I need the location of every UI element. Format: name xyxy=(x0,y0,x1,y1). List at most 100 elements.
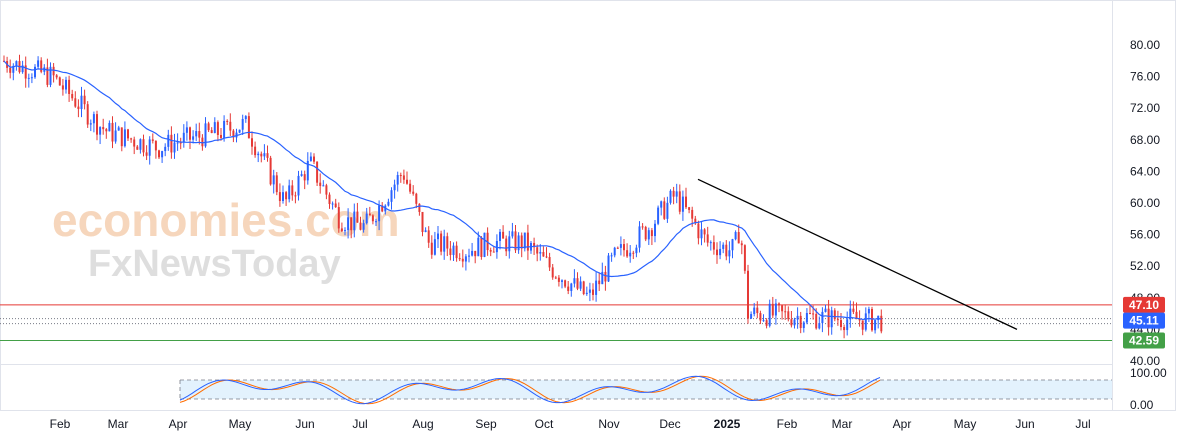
candle-body xyxy=(12,65,15,73)
candle-body xyxy=(573,278,576,284)
candle-body xyxy=(365,213,368,224)
stochastic-axis: 100.00 0.00 xyxy=(1130,366,1167,412)
candle-body xyxy=(523,232,526,249)
candle-body xyxy=(579,281,582,289)
candle-body xyxy=(709,242,712,244)
candle-body xyxy=(592,289,594,295)
candle-body xyxy=(406,179,408,184)
candle-body xyxy=(588,289,591,293)
candle-body xyxy=(306,160,309,181)
candle-body xyxy=(867,308,870,314)
candle-body xyxy=(582,281,585,295)
candle-body xyxy=(117,127,120,131)
candle-body xyxy=(799,315,802,329)
candle-body xyxy=(381,205,384,212)
candle-body xyxy=(158,150,160,158)
candle-body xyxy=(455,245,458,259)
candle-body xyxy=(623,244,625,251)
candle-body xyxy=(545,256,548,258)
time-tick-label: Jun xyxy=(295,417,314,431)
candle-body xyxy=(170,134,173,153)
candle-body xyxy=(427,230,430,243)
candle-body xyxy=(635,247,638,254)
time-tick-label: Apr xyxy=(893,417,912,431)
candle-body xyxy=(80,95,83,110)
watermark: economies.com FxNewsToday xyxy=(52,194,400,285)
candle-body xyxy=(725,244,728,257)
candle-body xyxy=(843,327,846,331)
candle-body xyxy=(251,138,253,147)
candle-body xyxy=(706,234,709,243)
candle-body xyxy=(92,114,95,124)
candle-body xyxy=(570,283,573,291)
candle-body xyxy=(210,130,213,134)
price-tag xyxy=(1123,332,1165,349)
candle-body xyxy=(855,311,858,320)
time-axis[interactable]: Feb Mar Apr May Jun Jul Aug Sep Oct Nov Dec 2025 Feb… xyxy=(50,417,1091,431)
candle-body xyxy=(703,229,706,235)
candle-body xyxy=(241,119,244,130)
candle-body xyxy=(489,250,492,252)
candle-body xyxy=(840,320,842,328)
candlestick-series xyxy=(3,54,883,339)
candle-body xyxy=(269,157,272,185)
candle-body xyxy=(675,191,678,197)
candle-body xyxy=(179,142,182,144)
candle-body xyxy=(836,319,839,321)
candle-body xyxy=(430,242,433,255)
candle-body xyxy=(567,286,570,291)
candle-body xyxy=(691,209,694,219)
candle-body xyxy=(666,202,669,219)
candle-body xyxy=(774,303,777,316)
candle-body xyxy=(536,247,539,254)
candle-body xyxy=(340,228,343,232)
candle-body xyxy=(712,242,715,250)
candle-body xyxy=(871,308,873,331)
candle-body xyxy=(610,255,613,257)
price-tag xyxy=(1123,296,1165,313)
candle-body xyxy=(65,79,67,90)
candle-body xyxy=(328,194,331,204)
candle-body xyxy=(288,185,291,200)
time-tick-label: Sep xyxy=(475,417,497,431)
candle-body xyxy=(626,250,629,257)
candle-body xyxy=(505,238,508,252)
stochastic-k-line xyxy=(179,375,881,405)
candle-body xyxy=(458,258,461,260)
chart-frame xyxy=(0,0,1176,411)
candle-body xyxy=(815,313,818,329)
candle-body xyxy=(412,191,415,194)
candle-body xyxy=(852,308,855,312)
candle-body xyxy=(226,120,229,122)
price-tick-label: 40.00 xyxy=(1130,354,1160,368)
candle-body xyxy=(830,310,833,328)
candle-body xyxy=(130,138,133,140)
candle-body xyxy=(548,257,551,268)
candle-body xyxy=(737,232,740,244)
candle-body xyxy=(526,232,529,251)
candle-body xyxy=(105,129,108,132)
time-tick-label: Dec xyxy=(659,417,680,431)
candle-body xyxy=(638,226,641,248)
candle-body xyxy=(223,120,226,138)
candle-body xyxy=(452,245,455,255)
candle-body xyxy=(309,156,312,161)
candle-body xyxy=(446,236,449,249)
candle-body xyxy=(300,174,303,176)
candle-body xyxy=(185,127,188,133)
time-tick-label: 2025 xyxy=(714,417,741,431)
candle-body xyxy=(176,142,179,144)
candle-body xyxy=(669,190,672,203)
candle-body xyxy=(716,249,718,256)
candle-body xyxy=(483,232,486,257)
candle-body xyxy=(861,320,864,330)
candle-body xyxy=(461,258,464,262)
candle-body xyxy=(368,213,371,216)
downtrend-line[interactable] xyxy=(697,178,1018,330)
candle-body xyxy=(195,131,198,137)
candle-body xyxy=(613,247,616,256)
candle-body xyxy=(768,303,771,326)
candle-body xyxy=(818,323,821,329)
candle-body xyxy=(402,175,405,180)
